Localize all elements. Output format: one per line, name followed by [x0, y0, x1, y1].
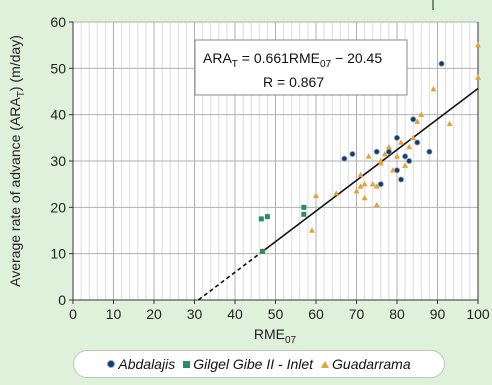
legend-label-guadarrama: Guadarrama [332, 356, 411, 372]
data-point-abdalajis [377, 181, 384, 188]
data-point-abdalajis [406, 157, 413, 164]
data-point-guadarrama [353, 187, 360, 194]
tick-labels: 0 10 20 30 40 50 60 70 80 90 100 0 10 20 30 40 50 60 [50, 14, 489, 322]
data-point-guadarrama [357, 171, 364, 178]
regression-line-solid [260, 87, 479, 253]
y-axis-title: Average rate of advance (ARAT) (m/day) [7, 35, 27, 287]
square-marker-icon [183, 360, 191, 368]
y-tick-label: 60 [50, 14, 66, 30]
data-point-guadarrama [410, 134, 417, 141]
data-point-abdalajis [393, 134, 400, 141]
regression-line [198, 87, 479, 301]
y-tick-label: 10 [50, 246, 66, 262]
legend-item-gilgel-gibe: Gilgel Gibe II - Inlet [183, 356, 313, 372]
data-point-guadarrama [313, 192, 319, 198]
data-point-gilgel-gibe [301, 211, 307, 217]
data-point-abdalajis [402, 153, 409, 160]
x-tick-label: 80 [389, 306, 405, 322]
data-point-guadarrama [377, 160, 384, 166]
legend-label-abdalajis: Abdalajis [118, 356, 176, 372]
data-point-gilgel-gibe [260, 248, 266, 254]
x-tick-label: 20 [146, 306, 162, 322]
circle-marker-icon [107, 360, 116, 368]
y-axis-title-sub: T [16, 91, 27, 97]
legend-item-guadarrama: Guadarrama [321, 356, 411, 372]
data-point-guadarrama [385, 143, 392, 150]
data-point-abdalajis [385, 148, 392, 155]
data-point-abdalajis [349, 151, 356, 158]
data-point-guadarrama [398, 139, 405, 145]
y-tick-label: 40 [50, 107, 66, 123]
grid-lines [73, 21, 479, 300]
data-point-guadarrama [365, 153, 372, 159]
data-point-guadarrama [446, 120, 453, 127]
data-point-gilgel-gibe [258, 216, 264, 222]
y-tick-label: 20 [50, 199, 66, 215]
data-point-guadarrama [333, 190, 340, 196]
data-point-abdalajis [373, 148, 380, 155]
x-tick-label: 90 [430, 306, 446, 322]
data-point-abdalajis [341, 155, 348, 162]
x-tick-label: 70 [349, 306, 365, 322]
correlation-text: R = 0.867 [263, 74, 324, 90]
data-point-guadarrama [394, 153, 400, 159]
x-tick-label: 50 [268, 306, 284, 322]
data-point-guadarrama [406, 143, 413, 150]
x-tick-label: 0 [69, 306, 77, 322]
data-point-guadarrama [361, 194, 368, 201]
x-axis-title-main: RME [254, 326, 285, 342]
data-point-guadarrama [308, 227, 315, 233]
data-point-abdalajis [414, 139, 421, 146]
x-axis-title-sub: 07 [285, 335, 297, 346]
data-point-guadarrama [475, 41, 481, 48]
equation-text: ARAT = 0.661RME07 − 20.45 [203, 50, 382, 70]
y-tick-label: 50 [50, 60, 66, 76]
data-point-guadarrama [373, 201, 380, 208]
x-tick-label: 40 [227, 306, 243, 322]
equation-mid-sub: 07 [320, 59, 332, 70]
data-point-gilgel-gibe [264, 214, 270, 220]
legend-label-gilgel-gibe: Gilgel Gibe II - Inlet [193, 356, 314, 372]
data-point-guadarrama [357, 183, 364, 189]
equation-box: ARAT = 0.661RME07 − 20.45 R = 0.867 [194, 39, 408, 96]
data-point-abdalajis [438, 60, 445, 67]
x-tick-label: 10 [106, 306, 122, 322]
y-axis-title-end: ) (m/day) [7, 35, 23, 91]
data-point-guadarrama [381, 150, 388, 157]
y-tick-label: 30 [50, 153, 66, 169]
legend-item-abdalajis: Abdalajis [107, 356, 175, 372]
data-point-abdalajis [426, 148, 433, 155]
x-axis-title: RME07 [254, 326, 297, 346]
x-tick-label: 30 [187, 306, 203, 322]
regression-line-dashed [198, 251, 262, 301]
data-point-gilgel-gibe [301, 204, 307, 210]
data-point-guadarrama [418, 111, 425, 117]
data-point-guadarrama [389, 167, 396, 173]
x-tick-label: 60 [308, 306, 324, 322]
equation-mid: = 0.661RME [238, 50, 320, 66]
equation-lhs-sub: T [232, 59, 238, 70]
data-point-guadarrama [361, 180, 368, 187]
equation-lhs: ARA [203, 50, 232, 66]
data-points [258, 41, 481, 254]
data-point-guadarrama [475, 74, 481, 80]
data-point-guadarrama [402, 162, 409, 168]
y-axis-title-main: Average rate of advance (ARA [7, 97, 23, 287]
x-tick-label: 100 [466, 306, 490, 322]
data-point-abdalajis [410, 116, 417, 123]
data-point-guadarrama [373, 183, 380, 189]
data-point-abdalajis [398, 176, 405, 183]
triangle-marker-icon [321, 360, 330, 368]
data-point-guadarrama [369, 180, 376, 187]
y-tick-label: 0 [58, 292, 66, 308]
data-point-guadarrama [414, 118, 421, 124]
equation-rhs: − 20.45 [331, 50, 382, 66]
legend: Abdalajis Gilgel Gibe II - Inlet Guadarr… [73, 350, 445, 378]
data-point-guadarrama [430, 85, 437, 92]
